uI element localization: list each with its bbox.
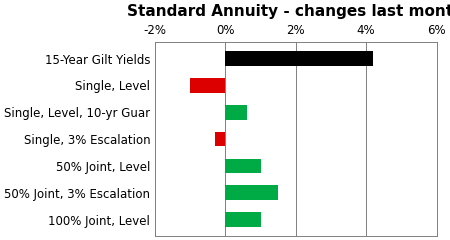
- Bar: [225, 186, 278, 200]
- Bar: [215, 132, 225, 146]
- Bar: [225, 159, 261, 173]
- Bar: [225, 105, 247, 120]
- Bar: [225, 51, 373, 66]
- Title: Standard Annuity - changes last month: Standard Annuity - changes last month: [127, 4, 450, 19]
- Bar: [225, 212, 261, 227]
- Bar: [190, 78, 225, 93]
